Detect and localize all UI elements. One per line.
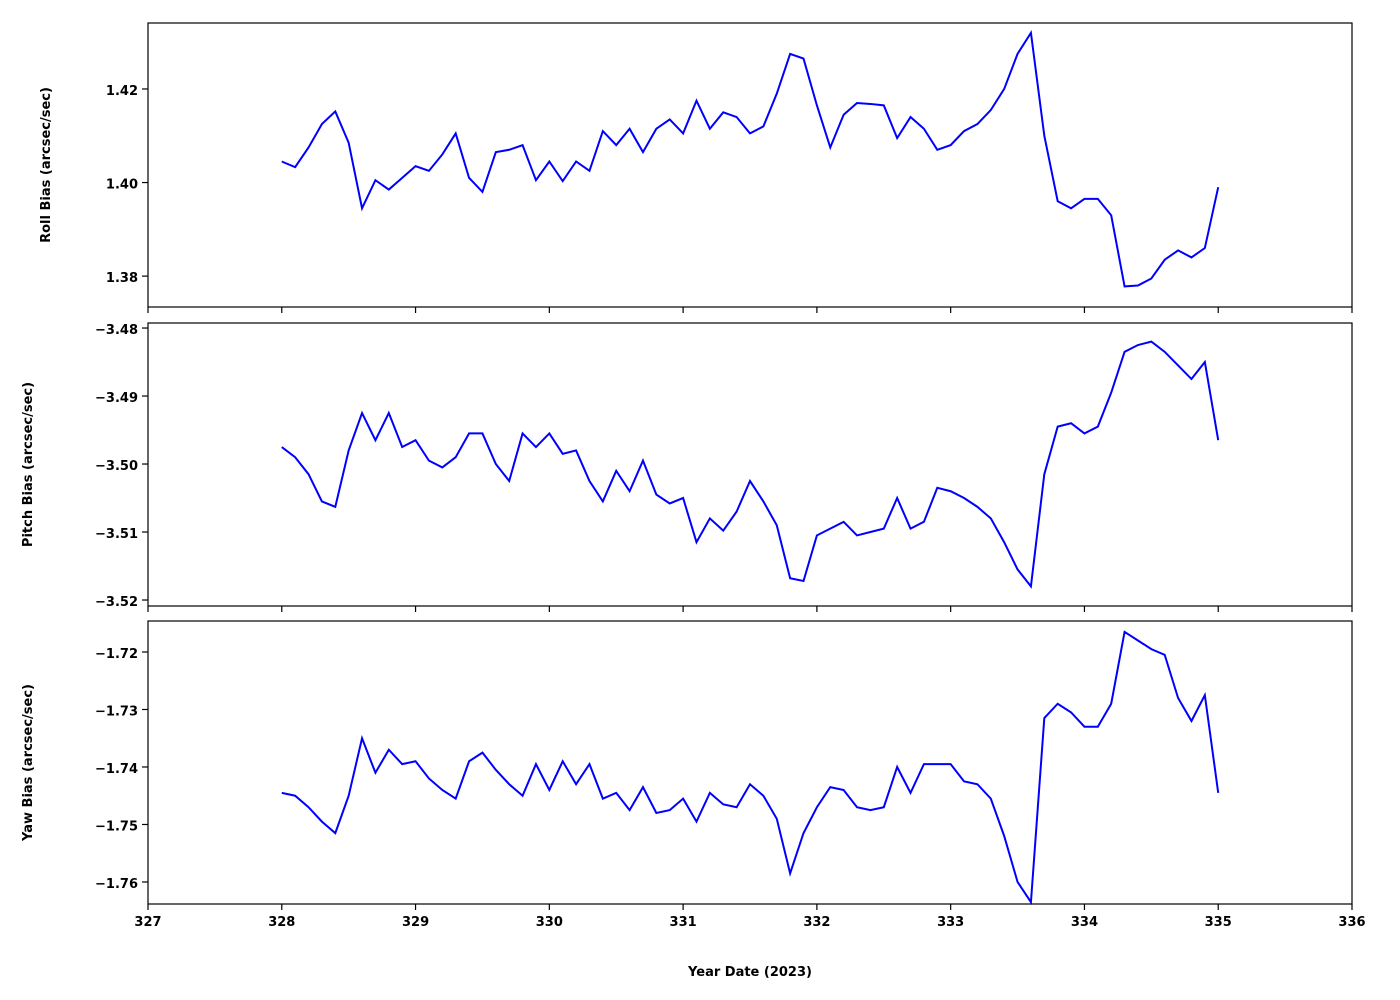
x-tick-label: 330: [536, 915, 563, 930]
axes-frame: [147, 322, 1353, 607]
data-line: [281, 630, 1220, 906]
subplot: 327 328 329 330 331 332 333 334 335 336 −1.76 −1.75…: [21, 620, 1366, 980]
y-tick-label: −1.74: [95, 762, 138, 777]
data-line: [281, 340, 1220, 589]
axes-frame: [147, 620, 1353, 905]
data-line: [281, 29, 1220, 288]
x-tick-label: 333: [937, 915, 964, 930]
axes-frame: [147, 22, 1353, 308]
y-tick-label: 1.40: [106, 178, 138, 193]
x-tick-label: 332: [803, 915, 830, 930]
y-tick-label: −3.50: [95, 459, 138, 474]
y-tick-label: −1.72: [95, 647, 138, 662]
y-tick-label: 1.38: [106, 271, 138, 286]
y-tick-label: −3.51: [95, 527, 138, 542]
x-tick-label: 336: [1338, 915, 1365, 930]
y-axis-label: Pitch Bias (arcsec/sec): [21, 382, 36, 547]
y-tick-label: −1.75: [95, 819, 138, 834]
y-axis-label: Roll Bias (arcsec/sec): [39, 87, 54, 243]
y-tick-label: −1.73: [95, 704, 138, 719]
x-tick-label: 327: [134, 915, 161, 930]
subplot: −3.52 −3.51 −3.50 −3.49 −3.48 Pitch Bias (arc…: [21, 322, 1353, 612]
y-tick-label: −3.48: [95, 323, 138, 338]
subplot: 1.38 1.40 1.42 Roll Bias (arcsec/sec): [39, 22, 1353, 313]
y-axis-label: Yaw Bias (arcsec/sec): [21, 684, 36, 842]
x-axis-label: Year Date (2023): [687, 965, 812, 980]
y-tick-label: −3.52: [95, 595, 138, 610]
x-tick-label: 335: [1205, 915, 1232, 930]
x-tick-label: 329: [402, 915, 429, 930]
x-tick-label: 328: [268, 915, 295, 930]
x-tick-label: 334: [1071, 915, 1098, 930]
y-tick-label: 1.42: [106, 84, 138, 99]
y-tick-label: −1.76: [95, 877, 138, 892]
x-tick-label: 331: [670, 915, 697, 930]
y-tick-label: −3.49: [95, 391, 138, 406]
